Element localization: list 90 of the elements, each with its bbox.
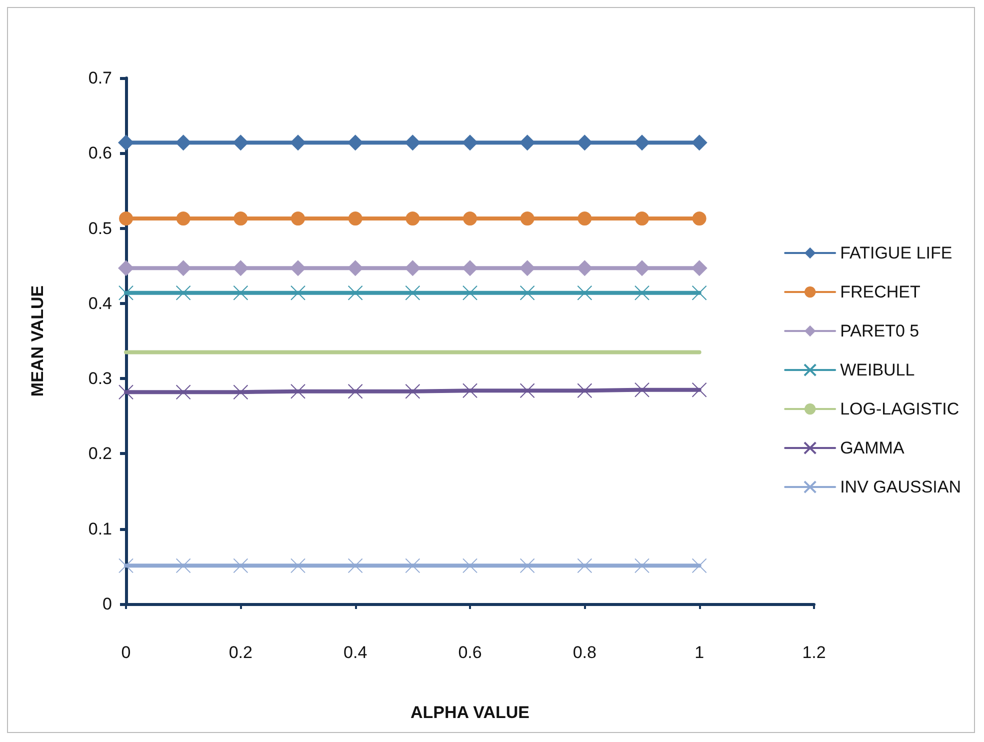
point <box>232 260 249 276</box>
legend-label: FRECHET <box>840 282 920 302</box>
point <box>348 285 363 300</box>
legend-label: PARET0 5 <box>840 322 920 340</box>
point <box>290 134 306 151</box>
point <box>118 384 134 400</box>
point <box>691 260 708 276</box>
x-axis-title: ALPHA VALUE <box>410 703 530 722</box>
point <box>634 134 650 151</box>
point <box>692 558 707 574</box>
point <box>291 212 305 226</box>
point <box>119 212 133 226</box>
point <box>233 558 248 574</box>
point <box>692 212 706 226</box>
point <box>348 384 363 399</box>
point <box>176 212 190 226</box>
point <box>348 558 363 574</box>
point <box>406 212 420 226</box>
y-tick-label: 0.2 <box>88 444 112 464</box>
point <box>576 260 593 276</box>
point <box>290 558 306 574</box>
x-tick-label: 0.2 <box>228 643 252 662</box>
point <box>232 134 249 151</box>
point <box>175 134 192 151</box>
point <box>634 558 650 574</box>
x-tick-label: 1 <box>694 643 704 662</box>
point <box>635 212 649 226</box>
point <box>463 212 477 226</box>
point <box>404 134 421 151</box>
y-axis-title: MEAN VALUE <box>28 285 47 397</box>
point <box>118 558 134 574</box>
point <box>691 134 708 151</box>
point <box>290 260 306 276</box>
point <box>634 382 650 398</box>
y-tick-label: 0.7 <box>88 68 112 88</box>
y-tick-label: 0.5 <box>88 218 112 238</box>
point <box>175 260 192 276</box>
x-tick-label: 0 <box>121 643 131 662</box>
legend-label: GAMMA <box>840 438 905 458</box>
point <box>233 285 248 300</box>
point <box>176 285 191 300</box>
point <box>462 383 478 398</box>
point <box>290 285 306 300</box>
point <box>118 260 134 276</box>
point <box>519 260 536 276</box>
point <box>520 383 535 398</box>
point <box>348 212 362 226</box>
point <box>634 260 650 276</box>
point <box>404 260 421 276</box>
legend-label: WEIBULL <box>840 360 915 380</box>
y-tick-label: 0.4 <box>88 294 112 313</box>
point <box>347 260 364 276</box>
point <box>634 285 650 300</box>
point <box>462 260 478 276</box>
point <box>520 285 535 300</box>
x-tick-label: 0.6 <box>458 643 482 662</box>
point <box>519 134 536 151</box>
point <box>577 558 592 574</box>
point <box>462 134 478 151</box>
point <box>176 384 191 400</box>
y-tick-label: 0 <box>102 594 112 614</box>
point <box>576 134 593 151</box>
point <box>176 558 191 574</box>
point <box>233 384 248 400</box>
point <box>347 134 364 151</box>
point <box>405 384 420 399</box>
point <box>692 382 707 398</box>
y-tick-label: 0.3 <box>88 369 112 388</box>
x-tick-label: 0.4 <box>344 643 368 662</box>
point <box>578 212 592 226</box>
point <box>520 558 535 574</box>
point <box>290 384 306 399</box>
point <box>577 285 592 300</box>
point <box>405 285 420 300</box>
x-tick-label: 0.8 <box>572 643 596 662</box>
point <box>577 383 592 398</box>
legend-label: LOG-LAGISTIC <box>840 400 960 418</box>
point <box>692 285 707 300</box>
point <box>462 558 478 574</box>
legend-label: FATIGUE LIFE <box>840 244 952 262</box>
y-tick-label: 0.1 <box>88 519 112 538</box>
point <box>462 285 478 300</box>
y-tick-label: 0.6 <box>88 144 112 163</box>
point <box>118 285 134 300</box>
point <box>405 558 420 574</box>
point <box>234 212 248 226</box>
point <box>520 212 534 226</box>
legend-label: INV GAUSSIAN <box>840 478 962 496</box>
x-tick-label: 1.2 <box>802 643 826 662</box>
point <box>118 134 134 151</box>
